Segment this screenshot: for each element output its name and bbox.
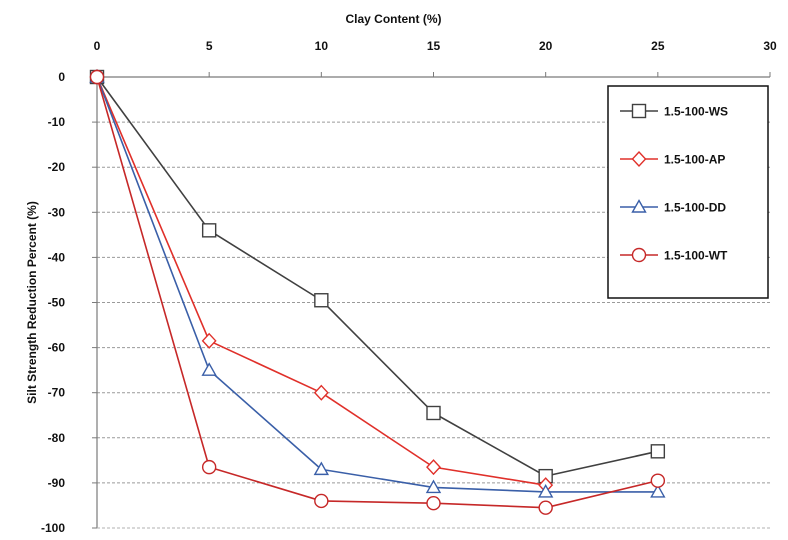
- data-point-marker: [650, 483, 666, 498]
- data-point-marker: [538, 500, 553, 515]
- series-4: [89, 69, 666, 515]
- axes: 0 -10 -20 -30 -40 -50 -60 -70 -80 -90 -100 0 5 10 15 20…: [25, 12, 777, 535]
- y-tick-label: -20: [48, 160, 66, 174]
- x-tick-label: 20: [539, 39, 553, 53]
- legend-label: 1.5-100-WT: [664, 249, 728, 263]
- data-point-marker: [201, 332, 217, 349]
- legend: 1.5-100-WS 1.5-100-AP 1.5-100-DD 1.5-100-WT: [607, 85, 769, 299]
- legend-label: 1.5-100-WS: [664, 105, 728, 119]
- series-3: [89, 69, 666, 498]
- legend-marker: [631, 247, 647, 263]
- data-point-marker: [537, 483, 554, 498]
- legend-marker: [631, 199, 647, 213]
- data-point-marker: [314, 293, 329, 308]
- legend-label: 1.5-100-DD: [664, 201, 726, 215]
- data-series: [89, 68, 666, 515]
- y-tick-label: -60: [48, 341, 66, 355]
- y-tick-label: -90: [48, 476, 66, 490]
- data-point-marker: [426, 405, 441, 421]
- x-tick-label: 15: [427, 39, 441, 53]
- data-point-marker: [313, 461, 330, 476]
- y-tick-label: 0: [58, 70, 65, 84]
- x-tick-label: 10: [315, 39, 329, 53]
- data-point-marker: [425, 479, 442, 494]
- y-tick-label: -80: [48, 431, 66, 445]
- y-axis-title: Silt Strength Reduction Percent (%): [25, 201, 39, 404]
- data-point-marker: [201, 223, 217, 238]
- data-point-marker: [201, 459, 217, 475]
- series-line: [96, 76, 659, 509]
- data-point-marker: [650, 444, 666, 459]
- x-tick-label: 0: [94, 39, 101, 53]
- data-point-marker: [89, 69, 105, 85]
- legend-marker: [631, 103, 647, 119]
- series-line: [96, 76, 659, 477]
- data-point-marker: [314, 493, 329, 509]
- y-tick-label: -10: [48, 115, 66, 129]
- x-tick-label: 30: [763, 39, 777, 53]
- series-line: [96, 76, 546, 486]
- data-point-marker: [313, 384, 329, 401]
- series-1: [89, 69, 666, 484]
- data-point-marker: [650, 473, 666, 488]
- x-tick-label: 25: [651, 39, 665, 53]
- data-point-marker: [201, 362, 217, 376]
- series-2: [89, 68, 554, 494]
- legend-box: [607, 85, 769, 299]
- y-tick-label: -50: [48, 296, 66, 310]
- y-tick-label: -40: [48, 250, 66, 264]
- legend-label: 1.5-100-AP: [664, 153, 725, 167]
- data-point-marker: [426, 459, 441, 476]
- y-tick-label: -70: [48, 386, 66, 400]
- legend-marker: [631, 150, 647, 168]
- y-tick-label: -30: [48, 205, 66, 219]
- series-line: [96, 76, 658, 493]
- data-point-marker: [426, 495, 441, 511]
- x-axis-title: Clay Content (%): [346, 12, 442, 26]
- y-tick-label: -100: [41, 521, 65, 535]
- x-tick-label: 5: [206, 39, 213, 53]
